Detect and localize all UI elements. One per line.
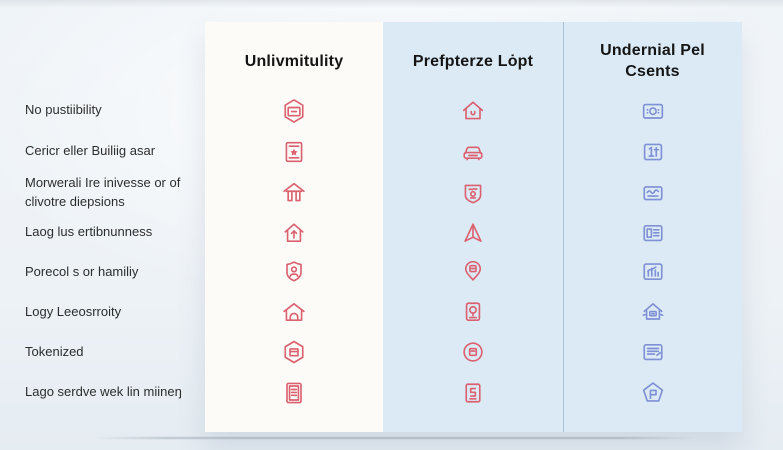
table-cell: [205, 372, 383, 413]
table-cell: [383, 172, 563, 213]
table-cell: [383, 332, 563, 372]
column-title: Unlivmitulity: [244, 52, 344, 70]
table-cell: [205, 213, 383, 252]
gear-frame-icon: [642, 103, 663, 119]
hexagon-box-icon: [284, 340, 304, 364]
column-header-1: Unlivmitulity: [205, 22, 383, 90]
column-background-1: [205, 22, 383, 432]
paper-plane-icon: [464, 222, 482, 242]
row-label: Lago serdve wek lin miineŋ: [25, 384, 182, 400]
stamp-icon: [465, 302, 481, 321]
row-label: Logy Leeosrroity: [25, 303, 122, 319]
table-cell: [383, 131, 563, 172]
table-cell: [383, 90, 563, 131]
row-label: Laog lus ertibnunness: [25, 224, 153, 240]
column-header-3: Undernial Pel Csents: [563, 22, 742, 90]
numbers-frame-icon: [643, 143, 662, 160]
row-label: Tokenized: [25, 343, 84, 359]
table-cell: [383, 252, 563, 292]
garage-arch-icon: [283, 303, 305, 321]
seal-circle-icon: [463, 342, 483, 362]
shield-person-icon: [286, 261, 302, 282]
list-frame-icon: [642, 224, 663, 241]
header-spacer: [0, 22, 205, 90]
column-title: Undernial Pel Csents: [600, 42, 705, 80]
pentagon-flag-icon: [642, 381, 663, 402]
table-cell: [563, 292, 742, 332]
table-cell: [563, 252, 742, 292]
house-check-icon: [462, 100, 484, 119]
table-cell: [563, 131, 742, 172]
document-lines-icon: [286, 382, 302, 403]
row-label: No pustiibility: [25, 102, 102, 118]
signature-frame-icon: [642, 185, 663, 200]
table-cell: [205, 332, 383, 372]
house-arrow-up-icon: [284, 222, 304, 242]
comparison-grid: Unlivmitulity Prefpterze Lȯpt Undernial …: [0, 22, 742, 432]
bottom-divider-line: [95, 437, 695, 439]
location-pin-icon: [464, 260, 482, 281]
row-label: Cericr eller Builiig asar: [25, 143, 156, 159]
notes-frame-icon: [642, 343, 663, 361]
row-label: Porecol s or hamiliy: [25, 263, 139, 279]
badge-screen-icon: [284, 98, 304, 123]
table-cell: [563, 172, 742, 213]
row-label: Morwerali Ire inivesse or of clivotre di…: [25, 175, 181, 209]
table-cell: [205, 292, 383, 332]
table-cell: [563, 90, 742, 131]
car-front-icon: [463, 146, 483, 160]
table-cell: [205, 252, 383, 292]
column-title: Prefpterze Lȯpt: [412, 52, 534, 70]
table-cell: [563, 332, 742, 372]
square-glyph-icon: [465, 382, 481, 403]
table-cell: [383, 372, 563, 413]
bank-house-icon: [283, 182, 305, 201]
table-cell: [205, 172, 383, 213]
table-cell: [383, 213, 563, 252]
table-cell: [563, 213, 742, 252]
table-cell: [563, 372, 742, 413]
table-cell: [205, 90, 383, 131]
column-background-3: [563, 22, 742, 432]
chart-frame-icon: [642, 263, 663, 281]
house-tag-icon: [642, 303, 664, 320]
table-cell: [383, 292, 563, 332]
table-cell: [205, 131, 383, 172]
document-star-icon: [285, 141, 303, 162]
column-header-2: Prefpterze Lȯpt: [383, 22, 563, 90]
shield-pattern-icon: [464, 184, 482, 203]
